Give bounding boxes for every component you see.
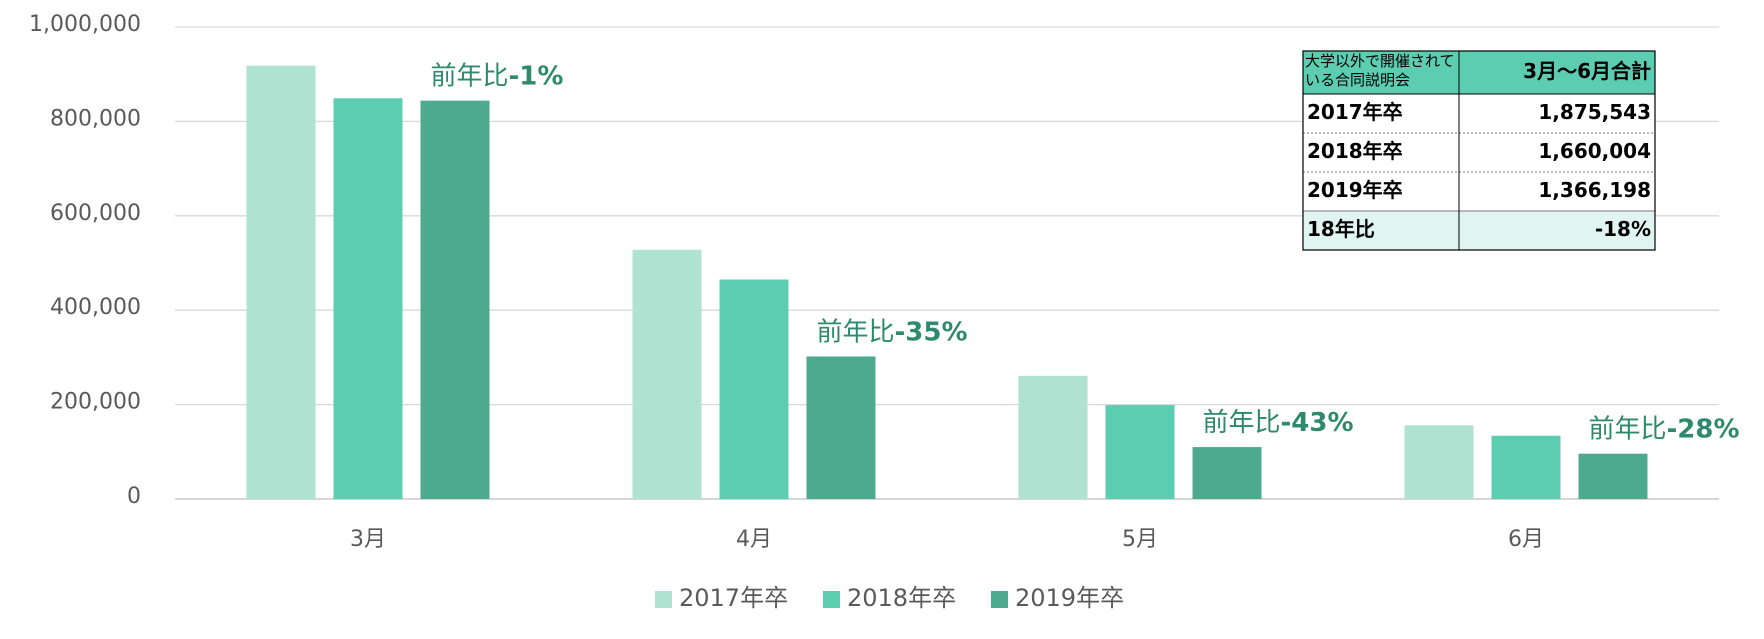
y-tick-label: 400,000 [50, 295, 141, 320]
table-cell: 2018年卒 [1307, 139, 1403, 163]
table-cell: 2019年卒 [1307, 178, 1403, 202]
y-tick-label: 800,000 [50, 106, 141, 131]
annotation: 前年比-28% [1589, 414, 1740, 444]
table-row-bg [1303, 211, 1655, 250]
annotation-label: 前年比 [431, 61, 509, 91]
annotation-value: -1% [509, 61, 564, 91]
table-row-bg [1303, 94, 1655, 133]
bar [1192, 447, 1262, 499]
annotation: 前年比-35% [817, 317, 968, 347]
y-tick-label: 1,000,000 [29, 12, 141, 37]
bar [1018, 375, 1088, 499]
table-header: 大学以外で開催されている合同説明会 [1305, 52, 1455, 89]
bar [1578, 453, 1648, 499]
table-cell: 1,660,004 [1538, 139, 1651, 163]
legend-swatch [991, 591, 1008, 608]
bar [719, 279, 789, 499]
annotation-value: -43% [1281, 408, 1354, 438]
bar [420, 100, 490, 499]
table-row-bg [1303, 133, 1655, 172]
table-header-bg [1303, 51, 1655, 94]
legend-label: 2018年卒 [847, 584, 956, 612]
bar [806, 356, 876, 499]
legend-swatch [823, 591, 840, 608]
x-tick-label: 3月 [350, 527, 386, 552]
table-header: 3月〜6月合計 [1523, 59, 1651, 83]
y-tick-label: 200,000 [50, 390, 141, 415]
annotation-label: 前年比 [1589, 414, 1667, 444]
bar [333, 98, 403, 499]
table-cell: 2017年卒 [1307, 100, 1403, 124]
bar [1404, 425, 1474, 499]
legend-label: 2017年卒 [679, 584, 788, 612]
table-cell: 1,366,198 [1538, 178, 1651, 202]
legend-label: 2019年卒 [1015, 584, 1124, 612]
table-cell: 1,875,543 [1538, 100, 1651, 124]
annotation-label: 前年比 [1203, 408, 1281, 438]
bar [1105, 405, 1175, 499]
y-tick-label: 600,000 [50, 201, 141, 226]
annotation-value: -35% [895, 317, 968, 347]
table-border [1302, 50, 1656, 251]
annotation-value: -28% [1667, 414, 1740, 444]
table-row-bg [1303, 172, 1655, 211]
table-cell: 18年比 [1307, 217, 1375, 241]
annotation-label: 前年比 [817, 317, 895, 347]
y-tick-label: 0 [127, 484, 141, 509]
table-cell: -18% [1595, 217, 1651, 241]
annotation: 前年比-43% [1203, 408, 1354, 438]
bar [1491, 435, 1561, 499]
annotation: 前年比-1% [431, 61, 564, 91]
bar [246, 65, 316, 499]
x-tick-label: 5月 [1122, 527, 1158, 552]
legend-swatch [655, 591, 672, 608]
table-header-box: 大学以外で開催されている合同説明会 [1305, 52, 1455, 89]
bar [632, 249, 702, 499]
x-tick-label: 4月 [736, 527, 772, 552]
x-tick-label: 6月 [1508, 527, 1544, 552]
